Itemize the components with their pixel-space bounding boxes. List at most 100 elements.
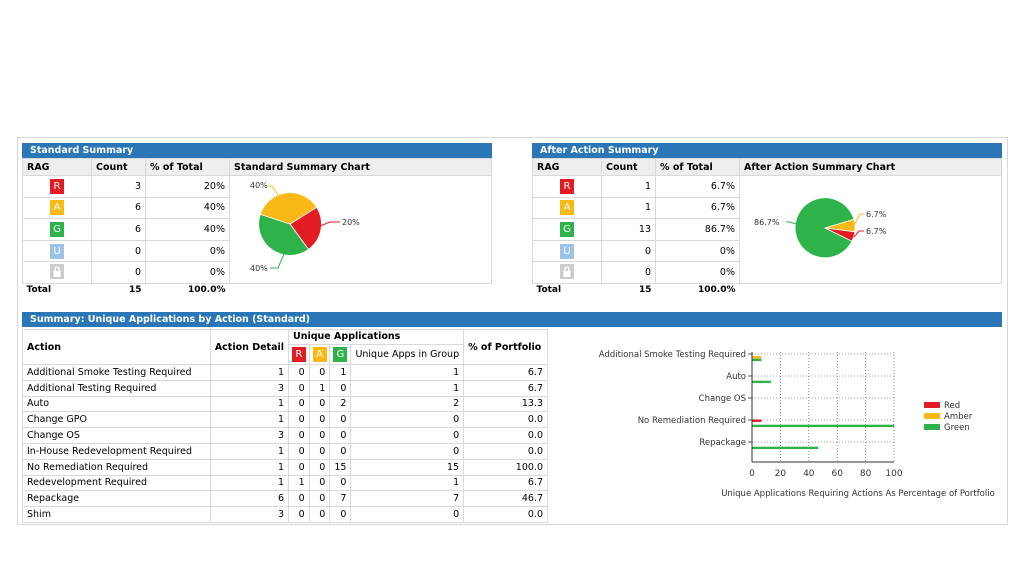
rag-amber-badge: A	[50, 200, 64, 216]
chart-header: Standard Summary Chart	[229, 158, 492, 176]
legend-swatch-green	[924, 424, 940, 430]
pie-slice-amber	[259, 192, 318, 225]
action-bar-chart: 0 20 40 60 80 100 Additional Smoke Testing Req…	[599, 350, 995, 499]
unique-applications-header: Unique Applications	[287, 329, 465, 345]
pct-cell: 86.7%	[655, 218, 740, 241]
count-cell: 6	[91, 218, 146, 241]
count-cell: 6	[91, 196, 146, 220]
action-cell: Shim	[22, 506, 211, 523]
count-cell: 0	[601, 239, 656, 263]
amber-count-cell: 0	[308, 442, 331, 460]
pie-slice-green	[794, 197, 855, 259]
portfolio-pct-cell: 0.0	[463, 411, 548, 429]
x-axis-title: Unique Applications Requiring Actions As…	[721, 489, 995, 499]
detail-cell: 6	[209, 490, 290, 508]
amber-count-cell: 1	[308, 379, 331, 397]
table-row: Additional Smoke Testing Required 1 0 0 1 1 6.…	[22, 364, 548, 381]
y-category-label: Change OS	[699, 394, 746, 404]
red-count-cell: 0	[288, 506, 310, 523]
detail-cell: 3	[209, 506, 290, 523]
green-pct-label: 86.7%	[754, 218, 780, 227]
x-tick-label: 40	[803, 469, 815, 479]
action-cell: Additional Smoke Testing Required	[22, 364, 211, 381]
standard-chart-cell: 40% 20% 40%	[229, 175, 492, 284]
amber-pct-label: 6.7%	[866, 210, 887, 219]
legend-label: Amber	[944, 412, 973, 422]
pct-cell: 20%	[145, 175, 230, 198]
bar-green	[752, 380, 771, 384]
pct-header: % of Total	[145, 158, 230, 176]
group-count-cell: 0	[350, 506, 465, 523]
after-action-summary-title: After Action Summary	[532, 143, 1002, 158]
detail-cell: 3	[209, 379, 290, 397]
bar-red	[752, 419, 762, 422]
group-count-cell: 15	[350, 458, 465, 476]
rag-header: RAG	[532, 158, 602, 176]
action-cell: Additional Testing Required	[22, 379, 211, 397]
action-detail-header: Action Detail	[209, 329, 290, 365]
red-count-cell: 1	[288, 474, 310, 492]
table-row: Redevelopment Required 1 1 0 0 1 6.7	[22, 474, 548, 492]
detail-cell: 1	[209, 411, 290, 429]
table-row: Shim 3 0 0 0 0 0.0	[22, 506, 548, 523]
chart-header: After Action Summary Chart	[739, 158, 1002, 176]
rag-unknown-badge: U	[50, 243, 64, 259]
group-count-cell: 2	[350, 395, 465, 413]
group-count-cell: 7	[350, 490, 465, 508]
table-row: No Remediation Required 1 0 0 15 15 100.0	[22, 458, 548, 476]
red-pct-label: 6.7%	[866, 227, 887, 236]
pie-slice-green	[258, 213, 310, 256]
bar-green	[752, 446, 819, 450]
total-pct: 100.0%	[145, 283, 230, 295]
pct-cell: 6.7%	[655, 196, 740, 220]
portfolio-pct-cell: 0.0	[463, 506, 548, 523]
green-count-cell: 7	[329, 490, 352, 508]
portfolio-header: % of Portfolio	[463, 329, 548, 365]
x-tick-label: 80	[860, 469, 872, 479]
portfolio-pct-cell: 13.3	[463, 395, 548, 413]
pct-cell: 40%	[145, 218, 230, 241]
total-pct: 100.0%	[655, 283, 740, 295]
lock-icon	[560, 263, 574, 279]
lock-icon	[50, 263, 64, 279]
red-pct-label: 20%	[342, 218, 360, 227]
pct-cell: 6.7%	[655, 175, 740, 198]
portfolio-pct-cell: 6.7	[463, 364, 548, 381]
after-action-summary-panel: After Action Summary RAG Count % of Tota…	[532, 143, 1002, 295]
count-cell: 13	[601, 218, 656, 241]
amber-leader-line	[268, 185, 279, 196]
green-count-cell: 0	[329, 379, 352, 397]
y-category-label: Auto	[726, 372, 746, 382]
total-label: Total	[22, 283, 92, 295]
green-count-cell: 15	[329, 458, 352, 476]
group-count-cell: 0	[350, 411, 465, 429]
legend-swatch-amber	[924, 413, 940, 419]
red-count-cell: 0	[288, 364, 310, 381]
green-leader-line	[786, 221, 797, 225]
apps-in-group-header: Unique Apps in Group	[350, 343, 465, 366]
total-label: Total	[532, 283, 602, 295]
rag-amber-badge: A	[560, 200, 574, 216]
total-count: 15	[601, 283, 656, 295]
group-count-cell: 1	[350, 364, 465, 381]
count-header: Count	[601, 158, 656, 176]
action-cell: Change OS	[22, 427, 211, 444]
after-action-pie-chart: 86.7% 6.7% 6.7%	[754, 197, 887, 259]
count-cell: 1	[601, 175, 656, 198]
x-tick-label: 0	[749, 469, 755, 479]
amber-count-cell: 0	[308, 411, 331, 429]
red-count-cell: 0	[288, 411, 310, 429]
a-header-badge: A	[312, 346, 327, 362]
pct-cell: 0%	[655, 261, 740, 284]
action-cell: Redevelopment Required	[22, 474, 211, 492]
unique-apps-body: Additional Smoke Testing Required 1 0 0 1 1 6.…	[22, 364, 548, 523]
green-count-cell: 0	[329, 411, 352, 429]
detail-cell: 1	[209, 395, 290, 413]
detail-cell: 1	[209, 458, 290, 476]
action-cell: No Remediation Required	[22, 458, 211, 476]
red-count-cell: 0	[288, 379, 310, 397]
amber-count-cell: 0	[308, 364, 331, 381]
count-cell: 0	[601, 261, 656, 284]
bar-amber	[752, 356, 762, 359]
rag-header: RAG	[22, 158, 92, 176]
